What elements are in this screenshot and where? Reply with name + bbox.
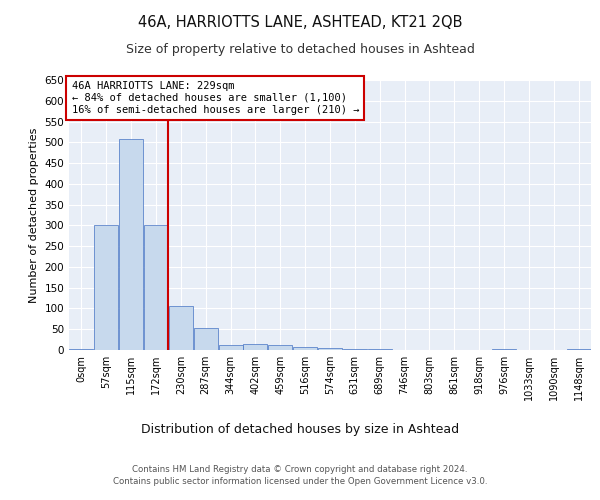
Text: Contains HM Land Registry data © Crown copyright and database right 2024.: Contains HM Land Registry data © Crown c…: [132, 465, 468, 474]
Bar: [144, 226, 168, 350]
Bar: [194, 328, 218, 350]
Bar: [293, 346, 317, 350]
Bar: [218, 345, 242, 350]
Text: Size of property relative to detached houses in Ashtead: Size of property relative to detached ho…: [125, 42, 475, 56]
Bar: [169, 306, 193, 350]
Bar: [268, 344, 292, 350]
Bar: [368, 349, 392, 350]
Text: Contains public sector information licensed under the Open Government Licence v3: Contains public sector information licen…: [113, 478, 487, 486]
Bar: [244, 344, 268, 350]
Bar: [343, 349, 367, 350]
Text: 46A HARRIOTTS LANE: 229sqm
← 84% of detached houses are smaller (1,100)
16% of s: 46A HARRIOTTS LANE: 229sqm ← 84% of deta…: [71, 82, 359, 114]
Text: 46A, HARRIOTTS LANE, ASHTEAD, KT21 2QB: 46A, HARRIOTTS LANE, ASHTEAD, KT21 2QB: [138, 15, 462, 30]
Bar: [492, 349, 516, 350]
Bar: [318, 348, 342, 350]
Y-axis label: Number of detached properties: Number of detached properties: [29, 128, 39, 302]
Bar: [119, 140, 143, 350]
Bar: [566, 349, 590, 350]
Text: Distribution of detached houses by size in Ashtead: Distribution of detached houses by size …: [141, 422, 459, 436]
Bar: [70, 349, 94, 350]
Bar: [94, 226, 118, 350]
